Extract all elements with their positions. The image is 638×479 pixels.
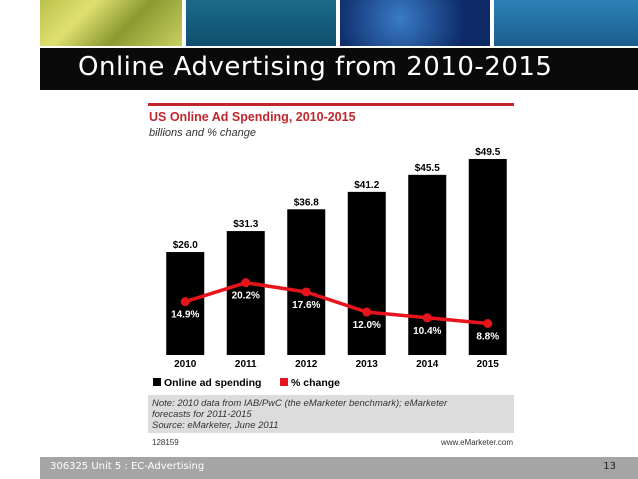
change-point-2010 [180, 297, 190, 307]
bar-2012 [287, 209, 326, 355]
chart-top-rule [148, 103, 514, 106]
title-bar: Online Advertising from 2010-2015 [40, 48, 638, 90]
x-tick-2014: 2014 [416, 359, 439, 370]
page-number: 13 [603, 461, 616, 472]
legend-swatch-spending [153, 378, 161, 386]
x-tick-2011: 2011 [235, 359, 257, 370]
bar-group: $26.0 $31.3 $36.8 $41.2 $45.5 $49.5 [166, 147, 507, 355]
note-line-2: forecasts for 2011-2015 [152, 409, 252, 420]
bar-2014 [408, 174, 447, 355]
legend-label-change: % change [291, 377, 340, 389]
change-point-2015 [483, 318, 493, 328]
note-box [148, 395, 514, 433]
change-label-2010: 14.9% [171, 310, 199, 321]
chart-subtitle: billions and % change [149, 127, 256, 139]
line-series: 14.9% 20.2% 17.6% 12.0% 10.4% 8.8% [171, 278, 499, 342]
x-tick-2010: 2010 [174, 359, 197, 370]
chart-image: US Online Ad Spending, 2010-2015 billion… [145, 99, 517, 453]
source-site: www.eMarketer.com [440, 438, 513, 447]
change-point-2014 [422, 313, 432, 323]
x-axis-ticks: 2010 2011 2012 2013 2014 2015 [174, 359, 499, 370]
header-tile-image-1 [40, 0, 182, 46]
legend-area [148, 372, 514, 394]
change-label-2014: 10.4% [413, 326, 441, 337]
change-point-2011 [241, 278, 251, 288]
change-label-2015: 8.8% [476, 331, 499, 342]
footer-bar: 306325 Unit 5 : EC-Advertising 13 [40, 457, 638, 479]
footer-text: 306325 Unit 5 : EC-Advertising [50, 461, 205, 472]
bar-2011 [226, 231, 265, 355]
bar-2013 [347, 191, 386, 355]
change-line [184, 280, 488, 326]
bar-label-2010: $26.0 [173, 240, 198, 251]
legend-label-spending: Online ad spending [164, 377, 261, 389]
change-label-2013: 12.0% [353, 320, 381, 331]
header-tile-image-4 [494, 0, 638, 46]
header-image-strip [0, 0, 638, 48]
bar-label-2015: $49.5 [475, 147, 500, 158]
chart-title: US Online Ad Spending, 2010-2015 [149, 110, 356, 124]
header-tile-image-2 [186, 0, 336, 46]
chart-id: 128159 [152, 438, 179, 447]
legend-swatch-change [280, 378, 288, 386]
bar-label-2011: $31.3 [233, 219, 258, 230]
change-point-2013 [362, 307, 372, 317]
slide-title: Online Advertising from 2010-2015 [78, 52, 553, 82]
bar-label-2014: $45.5 [415, 163, 440, 174]
bar-label-2013: $41.2 [354, 180, 379, 191]
note-line-1: Note: 2010 data from IAB/PwC (the eMarke… [152, 398, 448, 409]
x-tick-2012: 2012 [295, 359, 318, 370]
header-tile-image-3 [340, 0, 490, 46]
change-label-2011: 20.2% [232, 291, 260, 302]
change-point-2012 [301, 287, 311, 297]
x-tick-2013: 2013 [356, 359, 379, 370]
bar-label-2012: $36.8 [294, 197, 319, 208]
change-label-2012: 17.6% [292, 300, 320, 311]
chart-svg: US Online Ad Spending, 2010-2015 billion… [145, 99, 517, 453]
x-tick-2015: 2015 [477, 359, 500, 370]
note-line-3: Source: eMarketer, June 2011 [152, 420, 279, 431]
